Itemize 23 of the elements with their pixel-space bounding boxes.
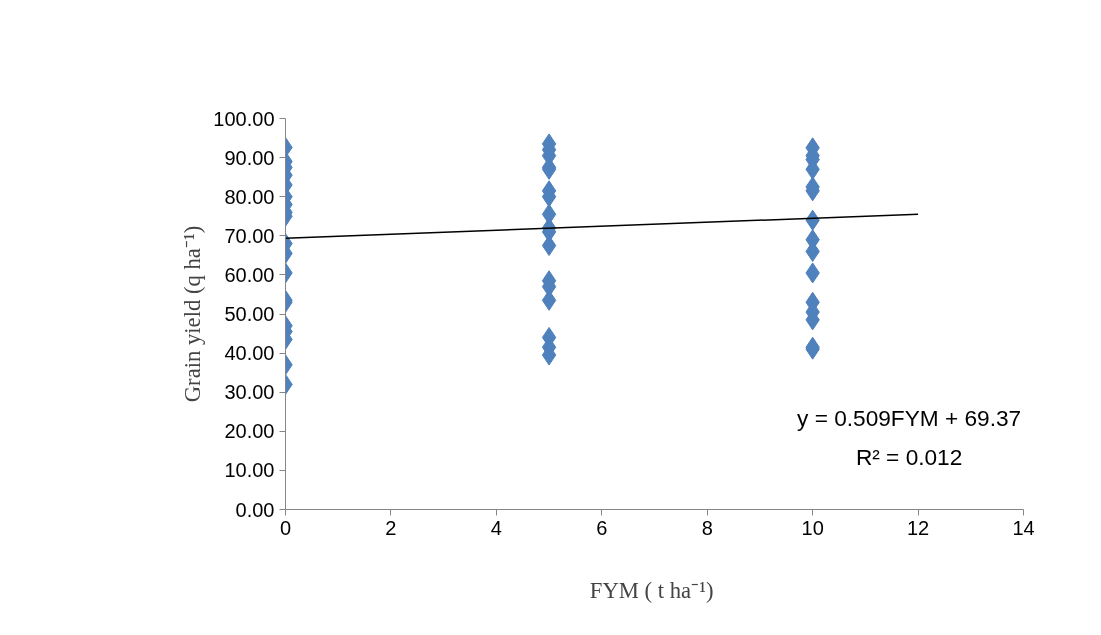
x-tick-label: 14: [1012, 516, 1035, 539]
x-tick-label: 10: [801, 516, 824, 539]
y-tick-label: 30.00: [224, 381, 275, 404]
y-tick-label: 0.00: [235, 498, 275, 521]
x-axis-title: FYM ( t ha⁻¹): [589, 577, 714, 603]
x-tick-label: 6: [596, 516, 608, 539]
y-tick-label: 90.00: [224, 146, 275, 169]
y-tick-label: 20.00: [224, 420, 275, 443]
annotation: y = 0.509FYM + 69.37: [797, 405, 1022, 432]
y-tick-label: 10.00: [224, 459, 275, 482]
annotation: R² = 0.012: [855, 444, 963, 471]
y-tick-label: 40.00: [224, 342, 275, 365]
y-tick-label: 60.00: [224, 263, 275, 286]
x-tick-label: 0: [279, 516, 292, 539]
x-tick-label: 8: [701, 516, 713, 539]
y-axis-title: Grain yield (q ha⁻¹): [180, 225, 206, 403]
y-tick-label: 50.00: [224, 303, 275, 325]
y-tick-label: 80.00: [224, 185, 275, 208]
y-tick-label: 100.00: [213, 107, 275, 130]
x-tick-label: 12: [906, 516, 930, 539]
x-tick-label: 2: [385, 516, 397, 539]
x-tick-label: 4: [490, 516, 502, 539]
y-tick-label: 70.00: [224, 224, 275, 247]
